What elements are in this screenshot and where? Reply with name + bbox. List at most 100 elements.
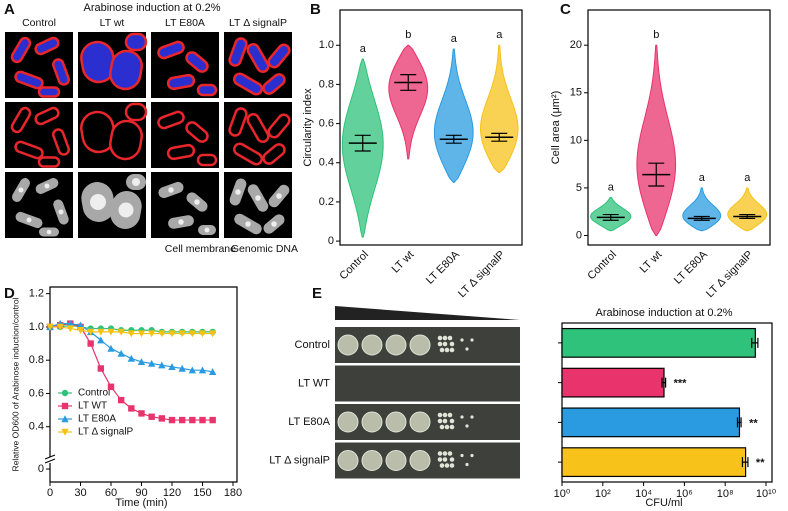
row-label: LT Δ signalP: [269, 454, 330, 466]
marker: [138, 410, 145, 417]
colony-spot: [337, 411, 359, 433]
x-axis-label: CFU/ml: [645, 497, 682, 509]
nucleoid: [168, 187, 174, 193]
cell: [52, 58, 70, 86]
significance-letter: a: [699, 172, 706, 184]
marker: [199, 416, 206, 424]
marker: [61, 389, 69, 397]
marker: [178, 416, 186, 424]
colony-spot: [337, 450, 359, 471]
cell: [185, 51, 209, 73]
marker: [168, 416, 176, 424]
cell: [157, 110, 185, 130]
y-tick-label: 20: [570, 39, 582, 51]
significance-letter: a: [496, 29, 503, 41]
marker: [137, 358, 146, 366]
x-tick-label: Control: [585, 249, 619, 283]
significance-letter: b: [653, 29, 659, 41]
violin: [388, 44, 429, 160]
x-tick-label: 0: [47, 487, 53, 499]
x-tick-label: 10⁴: [635, 488, 652, 500]
nucleoid: [276, 193, 282, 199]
x-tick-label: LT Δ signalP: [704, 249, 755, 300]
marker: [178, 330, 186, 338]
colony-spot: [409, 334, 431, 356]
violin: [636, 44, 677, 236]
x-tick-label: 10¹⁰: [756, 488, 777, 500]
x-axis-label: Time (min): [115, 497, 167, 509]
nucleoid: [245, 221, 251, 227]
y-tick-label: 0: [576, 229, 582, 241]
x-tick-label: LT Δ signalP: [456, 249, 507, 300]
marker: [86, 328, 95, 336]
colony: [442, 457, 448, 462]
error-bar: [491, 132, 508, 142]
error-bar: [693, 215, 710, 221]
marker: [147, 359, 156, 367]
nucleoid: [132, 178, 140, 186]
nucleoid: [26, 217, 32, 223]
plate-row: [335, 365, 520, 402]
error-bar: [354, 134, 371, 152]
marker: [209, 416, 216, 424]
row-label: LT E80A: [288, 416, 330, 428]
colony: [460, 415, 464, 419]
legend-label: Control: [78, 388, 110, 399]
nucleoid: [90, 194, 106, 210]
marker: [158, 330, 166, 338]
legend-label: LT E80A: [78, 414, 116, 425]
cell: [14, 70, 44, 90]
colony: [449, 463, 455, 468]
x-tick-label: 90: [135, 487, 147, 499]
nucleoid: [58, 209, 64, 215]
marker: [66, 319, 75, 327]
dilution-wedge: [335, 306, 520, 320]
marker: [127, 330, 136, 338]
cell: [262, 143, 286, 165]
colony-spot: [337, 334, 359, 356]
colony: [449, 418, 455, 424]
y-tick-label: 0: [328, 235, 334, 247]
significance-label: ***: [674, 378, 688, 390]
y-tick-label: 1.0: [319, 39, 334, 51]
marker: [147, 330, 156, 338]
marker: [198, 330, 207, 338]
colony: [439, 347, 445, 353]
legend-label: LT WT: [78, 401, 107, 412]
panel-label: A: [4, 1, 15, 18]
cell: [37, 86, 61, 98]
nucleoid: [204, 227, 210, 233]
colony: [442, 451, 448, 456]
plot-frame: [339, 9, 523, 246]
significance-label: **: [756, 457, 765, 469]
significance-letter: a: [360, 43, 367, 55]
cell: [124, 102, 148, 122]
y-tick-label: 0.4: [29, 421, 44, 433]
colony: [465, 347, 469, 351]
marker: [168, 363, 176, 371]
colony: [442, 341, 448, 347]
cell: [185, 121, 209, 143]
colony: [442, 418, 448, 424]
x-tick-label: 10²: [595, 488, 611, 500]
y-tick-label: 5: [576, 182, 582, 194]
chart-title: Arabinose induction at 0.2%: [596, 307, 733, 319]
marker: [137, 330, 146, 338]
cell: [157, 40, 185, 60]
colony: [465, 424, 469, 428]
colony: [444, 463, 450, 468]
cell: [109, 49, 143, 91]
marker: [61, 415, 69, 423]
x-tick-label: 30: [74, 487, 86, 499]
legend-label: Cell membrane: [165, 243, 236, 255]
marker: [107, 328, 115, 336]
y-tick-label: 15: [570, 87, 582, 99]
bar: [561, 327, 756, 358]
colony-spot: [361, 450, 383, 471]
marker: [61, 428, 69, 436]
colony: [460, 453, 464, 458]
error-bar: [602, 213, 619, 221]
legend-label: Genomic DNA: [231, 243, 298, 255]
marker: [198, 366, 207, 374]
